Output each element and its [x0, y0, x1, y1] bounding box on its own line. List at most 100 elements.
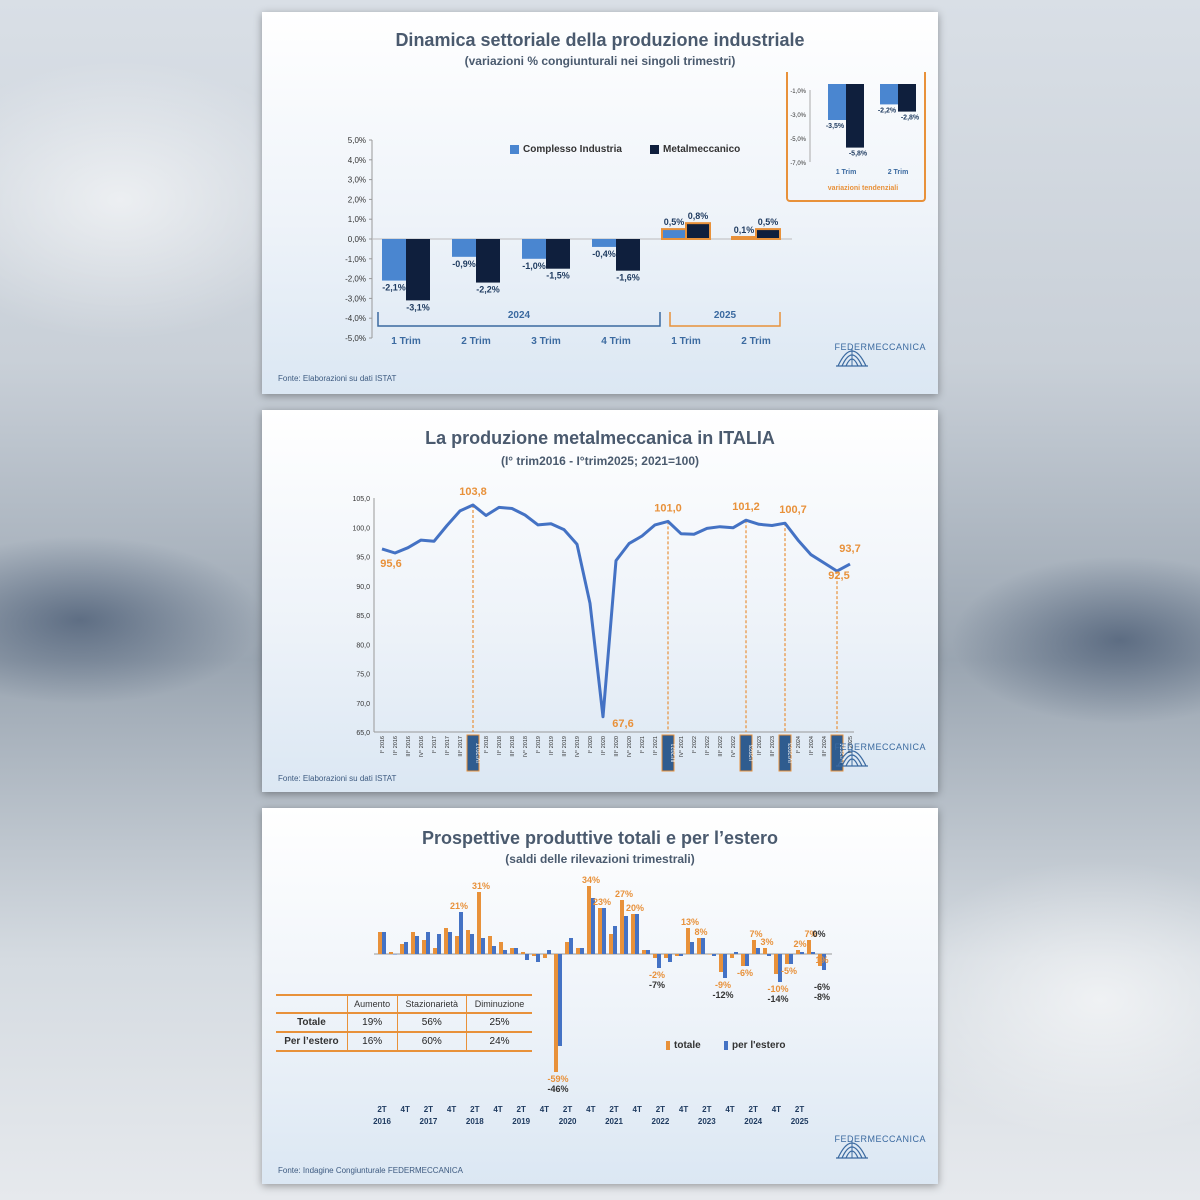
bar-totale	[389, 952, 393, 954]
chart3-xtick-label: 2T	[517, 1105, 526, 1114]
chart1-group-label: 2025	[714, 310, 737, 321]
chart1-svg: 5,0% 4,0% 3,0% 2,0% 1,0% 0,0% -1,0% -2,0% -3,0% -…	[345, 84, 920, 347]
chart3-data-label: 0%	[812, 929, 825, 939]
chart1-data-label: 0,8%	[688, 211, 709, 221]
chart3-xtick-label: 4T	[493, 1105, 502, 1114]
chart3-xtick-label: 2T	[609, 1105, 618, 1114]
bar-totale	[664, 954, 668, 958]
bar-estero	[789, 954, 793, 964]
slide2-source: Fonte: Elaborazioni su dati ISTAT	[278, 774, 397, 783]
chart2-xtick-label: I° 2024	[796, 736, 802, 754]
chart3-year-label: 2024	[744, 1117, 762, 1126]
bar-totale	[400, 944, 404, 954]
bar-totale	[510, 948, 514, 954]
bar-estero	[580, 948, 584, 954]
chart1-data-label: -1,6%	[616, 273, 640, 283]
chart2-xtick-label: III° 2019	[562, 736, 568, 757]
chart1-data-label: 0,1%	[734, 225, 755, 235]
chart3-year-label: 2022	[652, 1117, 670, 1126]
chart2-ytick-label: 90,0	[356, 584, 370, 591]
chart3-data-label: -7%	[649, 980, 665, 990]
chart1-data-label: 0,5%	[664, 217, 685, 227]
chart1-xtick-label: 1 Trim	[671, 336, 701, 347]
chart2-xtick-label: I° 2022	[692, 736, 698, 754]
chart3-xtick-label: 4T	[725, 1105, 734, 1114]
bar-estero	[690, 942, 694, 954]
chart3-year-label: 2017	[420, 1117, 438, 1126]
bar-metalmeccanico	[755, 228, 781, 241]
survey-cell: 25%	[466, 1013, 532, 1033]
bar-estero	[415, 936, 419, 954]
inset-bar-complesso	[880, 84, 898, 105]
chart2-ytick-label: 75,0	[356, 672, 370, 679]
chart3-data-label: 2%	[793, 939, 806, 949]
chart3-data-label: -6%	[737, 968, 753, 978]
chart2-xtick-label: I° 2016	[380, 736, 386, 754]
bar-estero	[811, 952, 815, 954]
chart2-xtick-label: III° 2016	[406, 736, 412, 757]
chart2-ytick-label: 65,0	[356, 730, 370, 737]
bar-metalmeccanico	[406, 239, 430, 301]
bar-totale	[675, 954, 679, 956]
bar-totale	[741, 954, 745, 966]
slide3-brand-text: FEDERMECCANICA	[834, 1134, 926, 1144]
bar-estero	[525, 954, 529, 960]
chart2-xtick-label: I° 2017	[432, 736, 438, 754]
inset-ytick-label: -7,0%	[790, 161, 806, 167]
chart2-value-label: 100,7	[779, 504, 807, 516]
slide3-brand: FEDERMECCANICA	[834, 1134, 926, 1159]
bar-totale	[774, 954, 778, 974]
bar-totale	[653, 954, 657, 958]
chart2-value-label: 103,8	[459, 486, 487, 498]
bar-estero	[646, 950, 650, 954]
chart1-data-label: 0,5%	[758, 217, 779, 227]
chart3-year-label: 2023	[698, 1117, 716, 1126]
bar-estero	[635, 914, 639, 954]
survey-row-totale: Totale 19% 56% 25%	[276, 1013, 532, 1033]
chart1-group-bracket	[669, 312, 781, 327]
chart3-xtick-label: 2T	[795, 1105, 804, 1114]
chart1-ytick-label: -3,0%	[345, 294, 366, 303]
bar-totale	[763, 948, 767, 954]
chart1-group-label: 2024	[508, 310, 531, 321]
bar-estero	[800, 952, 804, 954]
chart2-xtick-label: III° 2023	[770, 736, 776, 757]
bar-estero	[613, 926, 617, 954]
chart2-xtick-label: II° 2019	[549, 736, 555, 755]
bar-metalmeccanico	[476, 239, 500, 283]
chart3-xtick-label: 4T	[772, 1105, 781, 1114]
bar-estero	[778, 954, 782, 982]
bar-totale	[411, 932, 415, 954]
bar-estero	[657, 954, 661, 968]
legend-totale: totale	[666, 1040, 701, 1051]
chart3-xtick-label: 2T	[377, 1105, 386, 1114]
bar-totale	[631, 914, 635, 954]
chart3-data-label: 3%	[760, 937, 773, 947]
chart2-series-line	[381, 503, 851, 719]
chart1-ytick-label: 3,0%	[348, 176, 366, 185]
bar-estero	[459, 912, 463, 954]
chart3-data-label: -6%	[814, 982, 830, 992]
chart2-xtick-label: I° 2025	[848, 736, 854, 754]
legend-estero: per l'estero	[724, 1040, 786, 1051]
chart1-group-bracket	[377, 312, 661, 327]
bar-estero	[712, 954, 716, 956]
bar-complesso	[592, 239, 616, 247]
bar-totale	[499, 942, 503, 954]
chart2-highlight-tag-box	[739, 734, 753, 772]
bar-estero	[437, 934, 441, 954]
inset-ytick-label: -1,0%	[790, 89, 806, 95]
chart2-xtick-label: I° 2018	[484, 736, 490, 754]
slide1-title: Dinamica settoriale della produzione ind…	[395, 30, 805, 50]
bar-metalmeccanico	[685, 222, 711, 241]
chart3-year-label: 2021	[605, 1117, 623, 1126]
inset-data-label: -5,8%	[849, 151, 868, 158]
inset-ytick-label: -3,0%	[790, 113, 806, 119]
bar-totale	[543, 954, 547, 958]
bar-estero	[756, 948, 760, 954]
inset-xtick-label: 2 Trim	[888, 169, 909, 176]
chart2-xtick-label: III° 2020	[614, 736, 620, 757]
slide1-brand: FEDERMECCANICA	[834, 342, 926, 367]
chart1-ytick-label: -2,0%	[345, 275, 366, 284]
chart2-highlight-tag-text: I°2023	[749, 745, 755, 761]
